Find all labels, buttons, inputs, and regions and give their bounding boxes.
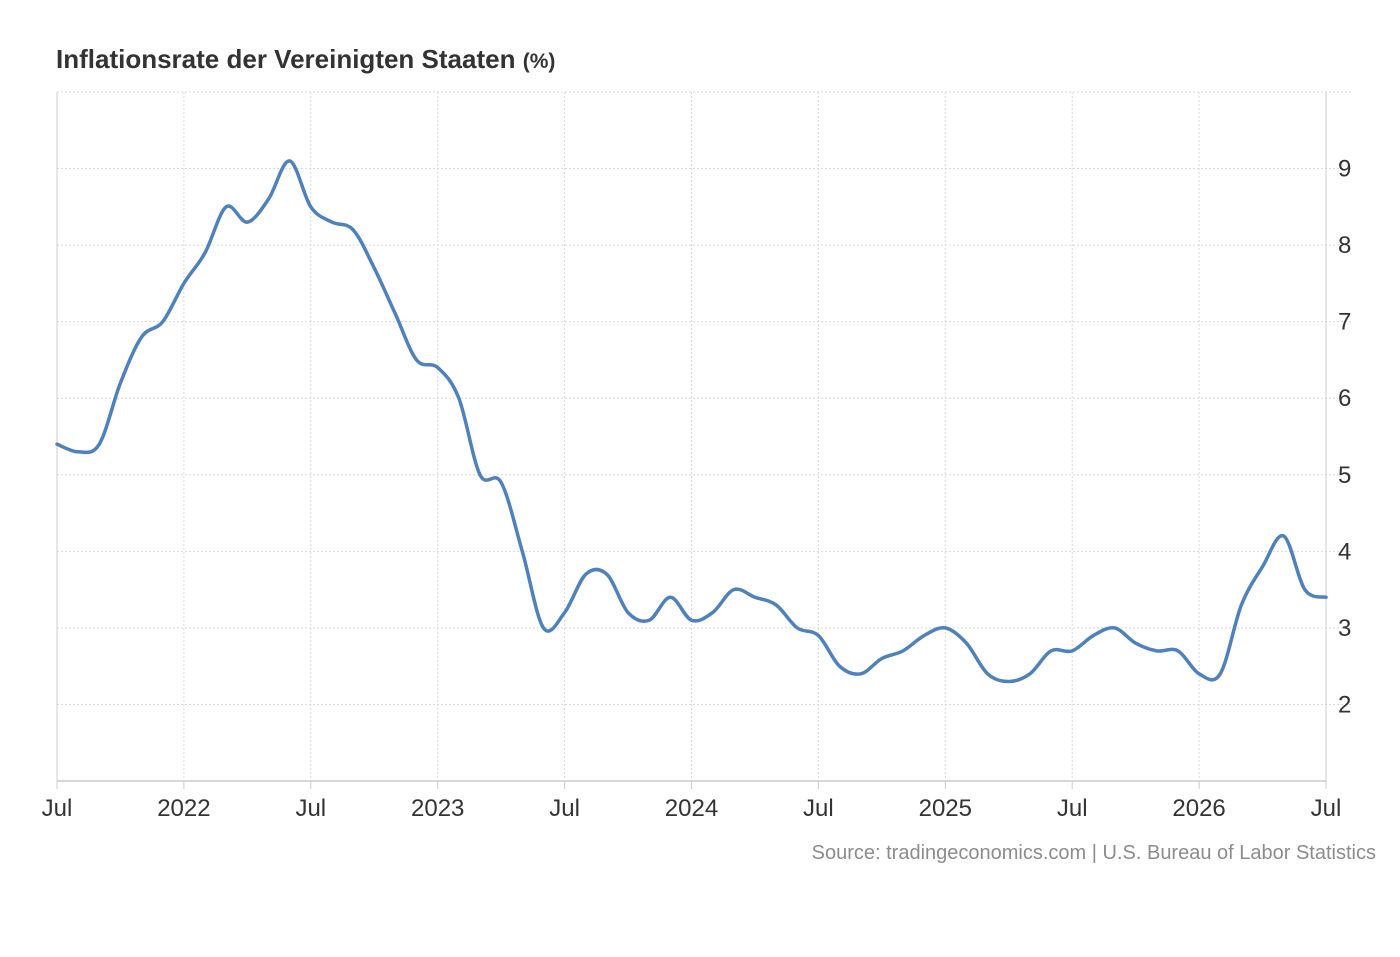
x-tick-label: 2022	[157, 795, 210, 822]
chart-series	[55, 159, 1328, 684]
y-tick-label: 9	[1338, 156, 1351, 183]
y-tick-label: 8	[1338, 232, 1351, 259]
chart-axes: 2 3 4 5 6 7 8 9 Jul 2022 Jul 2023 Jul 2024 Jul 2025 Jul 2…	[42, 156, 1352, 822]
x-tick-label: Jul	[803, 795, 834, 822]
source-note: Source: tradingeconomics.com | U.S. Bure…	[811, 842, 1376, 864]
inflation-rate-line	[55, 159, 1328, 684]
chart-title: Inflationsrate der Vereinigten Staaten (…	[56, 44, 555, 75]
x-tick-label: Jul	[1057, 795, 1088, 822]
chart-title-text: Inflationsrate der Vereinigten Staaten	[56, 44, 516, 74]
y-tick-label: 4	[1338, 538, 1351, 565]
x-tick-label: 2026	[1172, 795, 1225, 822]
y-tick-label: 7	[1338, 309, 1351, 336]
y-tick-label: 5	[1338, 462, 1351, 489]
y-tick-label: 3	[1338, 615, 1351, 642]
y-tick-label: 6	[1338, 385, 1351, 412]
y-tick-label: 2	[1338, 691, 1351, 718]
chart-title-unit: (%)	[522, 50, 556, 73]
x-tick-label: Jul	[42, 795, 73, 822]
x-tick-label: 2024	[665, 795, 718, 822]
x-tick-label: 2023	[411, 795, 464, 822]
x-tick-label: Jul	[295, 795, 326, 822]
x-tick-label: 2025	[919, 795, 972, 822]
chart-grid	[56, 91, 1352, 781]
x-tick-label: Jul	[1311, 795, 1342, 822]
x-tick-label: Jul	[549, 795, 580, 822]
